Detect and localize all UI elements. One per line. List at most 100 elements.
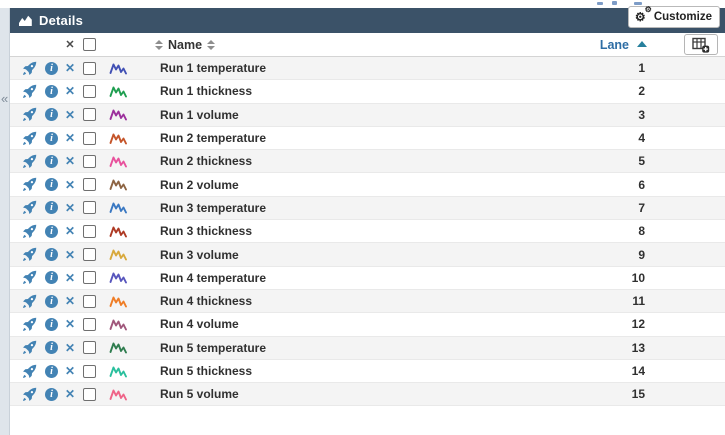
sidebar-collapse-rail[interactable]: «	[0, 8, 10, 435]
remove-row-icon[interactable]: ✕	[64, 154, 76, 169]
row-checkbox[interactable]	[79, 294, 99, 308]
send-to-plot-button[interactable]	[16, 107, 42, 122]
row-checkbox[interactable]	[79, 131, 99, 145]
remove-row-icon[interactable]: ✕	[64, 340, 76, 355]
row-checkbox[interactable]	[79, 61, 99, 75]
row-checkbox[interactable]	[79, 84, 99, 98]
info-icon[interactable]: i	[42, 178, 61, 192]
remove-row-icon[interactable]: ✕	[64, 317, 76, 332]
remove-row-icon[interactable]: ✕	[64, 61, 76, 76]
waveform-icon[interactable]	[99, 131, 137, 146]
info-icon[interactable]: i	[42, 201, 61, 215]
row-checkbox[interactable]	[79, 364, 99, 378]
lane-column-header[interactable]: Lane	[587, 38, 647, 52]
remove-row-icon[interactable]: ✕	[64, 387, 76, 402]
sort-toggle-icon[interactable]	[155, 39, 163, 50]
row-checkbox[interactable]	[79, 178, 99, 192]
info-icon[interactable]: i	[42, 294, 61, 308]
send-to-plot-button[interactable]	[16, 247, 42, 262]
remove-row-icon[interactable]: ✕	[64, 270, 76, 285]
table-row[interactable]: i ✕ Run 3 thickness 8	[10, 220, 725, 244]
table-row[interactable]: i ✕ Run 5 temperature 13	[10, 336, 725, 360]
send-to-plot-button[interactable]	[16, 177, 42, 192]
info-icon[interactable]: i	[42, 317, 61, 331]
table-row[interactable]: i ✕ Run 1 volume 3	[10, 103, 725, 127]
table-row[interactable]: i ✕ Run 3 temperature 7	[10, 196, 725, 221]
send-to-plot-button[interactable]	[16, 61, 42, 76]
send-to-plot-button[interactable]	[16, 154, 42, 169]
collapse-chevron-icon[interactable]: «	[1, 91, 9, 106]
waveform-icon[interactable]	[99, 364, 137, 379]
info-icon[interactable]: i	[42, 61, 61, 75]
info-icon[interactable]: i	[42, 387, 61, 401]
remove-row-icon[interactable]: ✕	[64, 294, 76, 309]
info-icon[interactable]: i	[42, 341, 61, 355]
remove-row-icon[interactable]: ✕	[64, 200, 76, 215]
row-checkbox[interactable]	[79, 317, 99, 331]
info-icon[interactable]: i	[42, 154, 61, 168]
info-icon[interactable]: i	[42, 131, 61, 145]
remove-row-icon[interactable]: ✕	[64, 131, 76, 146]
table-row[interactable]: i ✕ Run 4 volume 12	[10, 313, 725, 337]
send-to-plot-button[interactable]	[16, 131, 42, 146]
waveform-icon[interactable]	[99, 317, 137, 332]
remove-row-icon[interactable]: ✕	[64, 107, 76, 122]
table-row[interactable]: i ✕ Run 2 temperature 4	[10, 126, 725, 151]
send-to-plot-button[interactable]	[16, 270, 42, 285]
add-column-button[interactable]	[684, 34, 718, 55]
info-icon[interactable]: i	[42, 84, 61, 98]
row-checkbox[interactable]	[79, 341, 99, 355]
waveform-icon[interactable]	[99, 340, 137, 355]
sort-toggle-icon[interactable]	[207, 39, 216, 50]
remove-row-icon[interactable]: ✕	[64, 364, 76, 378]
send-to-plot-button[interactable]	[16, 200, 42, 215]
row-checkbox[interactable]	[79, 108, 99, 122]
row-checkbox[interactable]	[79, 201, 99, 215]
clear-all-icon[interactable]: ✕	[65, 39, 75, 51]
table-row[interactable]: i ✕ Run 4 thickness 11	[10, 289, 725, 314]
send-to-plot-button[interactable]	[16, 84, 42, 99]
waveform-icon[interactable]	[99, 107, 137, 122]
send-to-plot-button[interactable]	[16, 387, 42, 402]
table-row[interactable]: i ✕ Run 1 thickness 2	[10, 80, 725, 104]
remove-row-icon[interactable]: ✕	[64, 177, 76, 192]
waveform-icon[interactable]	[99, 294, 137, 309]
waveform-icon[interactable]	[99, 61, 137, 76]
row-checkbox[interactable]	[79, 248, 99, 262]
waveform-icon[interactable]	[99, 270, 137, 285]
remove-row-icon[interactable]: ✕	[64, 84, 76, 99]
waveform-icon[interactable]	[99, 154, 137, 169]
row-checkbox[interactable]	[79, 224, 99, 238]
name-header-label[interactable]: Name	[168, 37, 203, 52]
table-row[interactable]: i ✕ Run 5 volume 15	[10, 383, 725, 407]
waveform-icon[interactable]	[99, 247, 137, 262]
row-checkbox[interactable]	[79, 387, 99, 401]
row-checkbox[interactable]	[79, 154, 99, 168]
info-icon[interactable]: i	[42, 271, 61, 285]
waveform-icon[interactable]	[99, 387, 137, 402]
row-checkbox[interactable]	[79, 271, 99, 285]
table-row[interactable]: i ✕ Run 1 temperature 1	[10, 57, 725, 81]
waveform-icon[interactable]	[99, 84, 137, 99]
waveform-icon[interactable]	[99, 224, 137, 239]
table-row[interactable]: i ✕ Run 3 volume 9	[10, 243, 725, 267]
send-to-plot-button[interactable]	[16, 317, 42, 332]
table-row[interactable]: i ✕ Run 2 volume 6	[10, 173, 725, 197]
table-row[interactable]: i ✕ Run 2 thickness 5	[10, 150, 725, 174]
table-row[interactable]: i ✕ Run 4 temperature 10	[10, 266, 725, 290]
remove-row-icon[interactable]: ✕	[64, 247, 76, 262]
send-to-plot-button[interactable]	[16, 224, 42, 239]
send-to-plot-button[interactable]	[16, 294, 42, 309]
info-icon[interactable]: i	[42, 108, 61, 122]
customize-button[interactable]: ⚙ ⚙ Customize	[627, 6, 720, 28]
info-icon[interactable]: i	[42, 364, 61, 378]
send-to-plot-button[interactable]	[16, 364, 42, 379]
remove-row-icon[interactable]: ✕	[64, 224, 76, 239]
send-to-plot-button[interactable]	[16, 340, 42, 355]
select-all-checkbox[interactable]	[79, 38, 99, 51]
table-row[interactable]: i ✕ Run 5 thickness 14	[10, 359, 725, 384]
waveform-icon[interactable]	[99, 200, 137, 215]
waveform-icon[interactable]	[99, 177, 137, 192]
info-icon[interactable]: i	[42, 224, 61, 238]
info-icon[interactable]: i	[42, 248, 61, 262]
